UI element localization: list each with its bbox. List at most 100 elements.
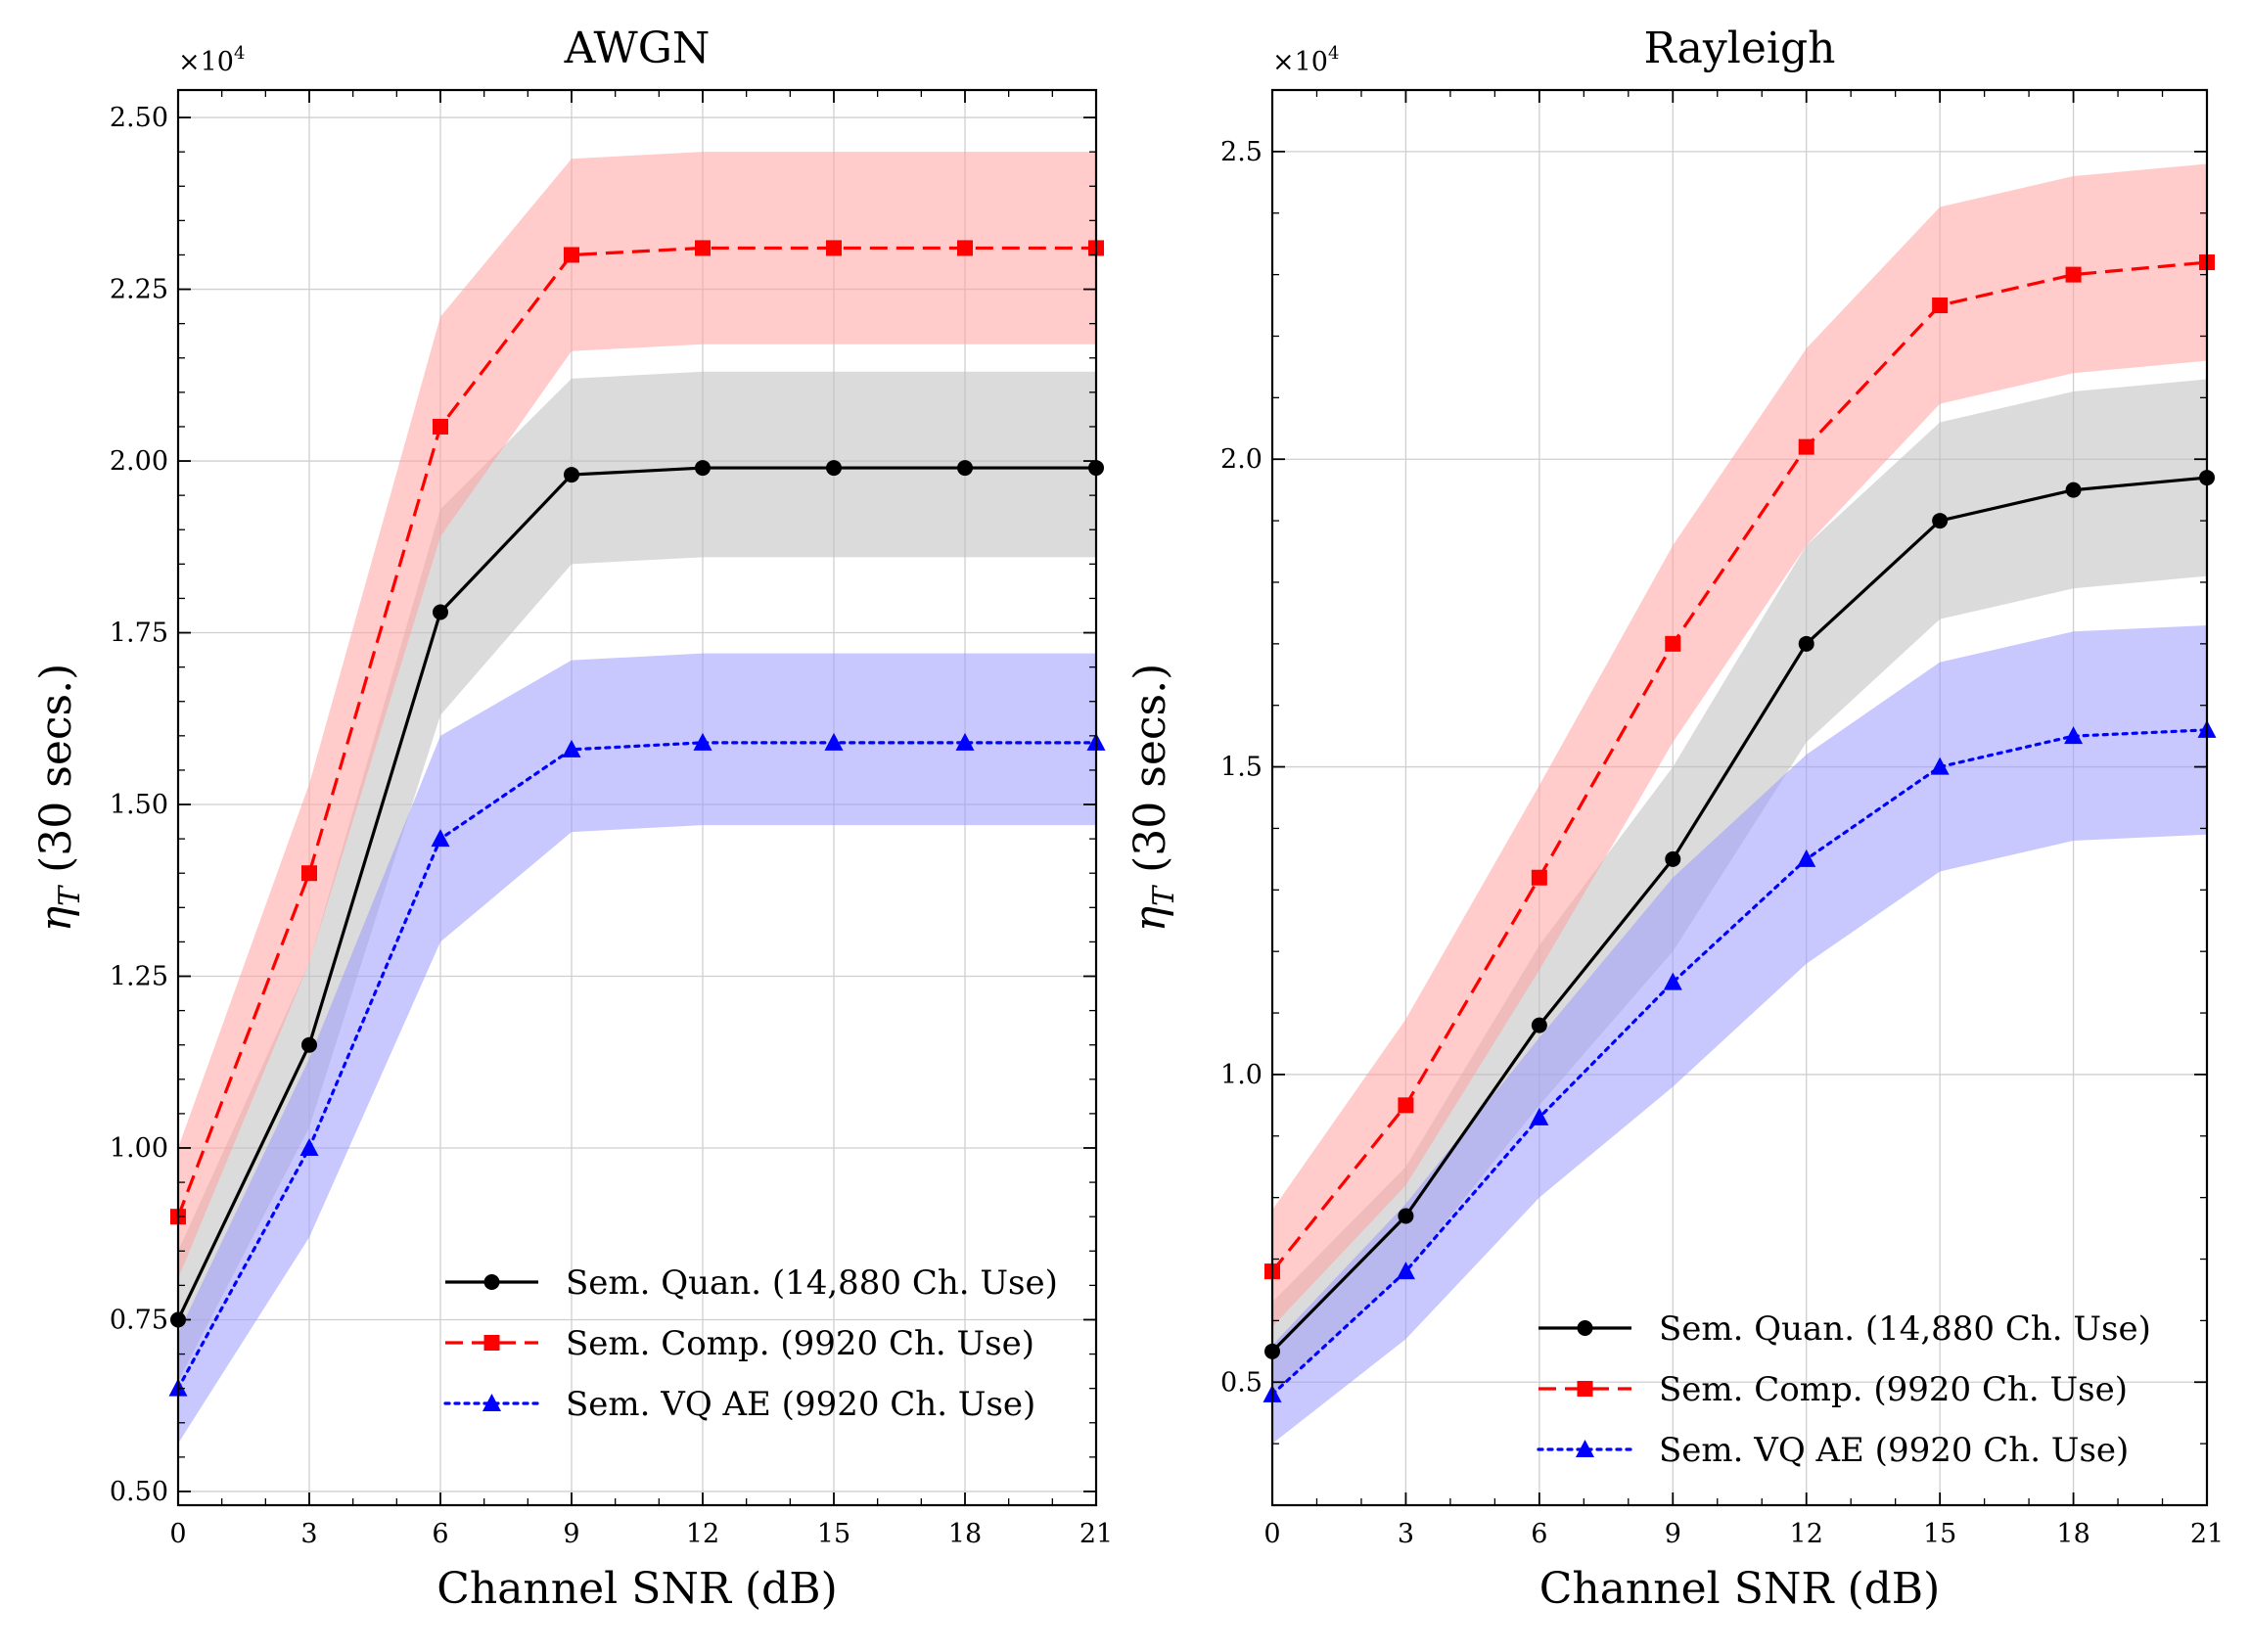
panel0-x-tick-label: 18 — [948, 1519, 982, 1549]
panel0-x-axis-label: Channel SNR (dB) — [436, 1564, 838, 1614]
panel0-y-tick-label: 1.25 — [110, 962, 168, 992]
panel1-y-axis-label: ηT (30 secs.) — [1125, 664, 1181, 933]
panel1-legend-marker-sem-quan — [1577, 1320, 1593, 1336]
panel1-sem-quan-point — [1798, 635, 1814, 652]
panel0-plot-frame — [176, 88, 1098, 1507]
panel1-x-tick-label: 0 — [1263, 1519, 1280, 1549]
panel0-y-tick-label: 2.00 — [110, 446, 168, 477]
panel0-sem-quan-point — [957, 460, 973, 477]
panel1-sem-comp-point — [1531, 869, 1547, 886]
panel0-x-tick-label: 3 — [300, 1519, 317, 1549]
panel1-sem-quan-point — [1531, 1017, 1547, 1033]
panel1-plot-frame — [1270, 88, 2209, 1507]
panel1-sem-quan-point — [1665, 850, 1681, 867]
panel0-y-tick-label: 1.00 — [110, 1133, 168, 1164]
panel0-y-tick-label: 1.50 — [110, 790, 168, 820]
panel1-sem-vq-ae-point — [1930, 757, 1950, 775]
panel1-y-tick-label: 2.5 — [1220, 137, 1263, 167]
panel0-x-tick-label: 12 — [686, 1519, 719, 1549]
panel0-sem-comp-point — [695, 240, 711, 256]
panel0-legend-marker-sem-quan — [483, 1274, 500, 1290]
panel0-sem-quan-line — [176, 466, 1096, 1321]
panel1-sem-comp-point — [1798, 438, 1814, 455]
panel1-y-tick-label: 2.0 — [1220, 444, 1263, 475]
panel1-x-tick-label: 21 — [2190, 1519, 2224, 1549]
panel0-y-multiplier: ×104 — [178, 43, 245, 77]
panel1-sem-quan-point — [2065, 482, 2082, 498]
panel1-sem-comp-point — [1398, 1097, 1414, 1114]
panel1-y-tick-label: 0.5 — [1220, 1367, 1263, 1398]
panel0-sem-vq-ae-point — [562, 739, 581, 757]
panel0-sem-comp-point — [957, 240, 973, 256]
panel0-sem-vq-ae-line — [176, 741, 1098, 1391]
panel0-sem-comp-band — [178, 152, 1096, 1279]
panel1-y-multiplier: ×104 — [1272, 43, 1339, 77]
panel0-sem-vq-ae-point — [299, 1137, 319, 1156]
panel1-y-tick-label: 1.5 — [1220, 753, 1263, 783]
panel1-x-tick-label: 6 — [1531, 1519, 1547, 1549]
panel0-legend-label: Sem. Quan. (14,880 Ch. Use) — [566, 1263, 1058, 1303]
panel1-sem-comp-point — [2065, 266, 2082, 283]
panel1-legend-label: Sem. Quan. (14,880 Ch. Use) — [1659, 1309, 2151, 1349]
panel1-x-tick-label: 3 — [1398, 1519, 1414, 1549]
panel0-sem-vq-ae-band — [178, 653, 1096, 1444]
panel1-sem-quan-line — [1270, 476, 2208, 1353]
panel0-y-tick-label: 1.75 — [110, 619, 168, 649]
panel1-y-axis-unit: (30 secs.) — [1125, 664, 1175, 887]
panel0-y-axis-label: ηT (30 secs.) — [31, 664, 87, 933]
awgn-panel: 0 3 6 9 12 15 18 21 0.50 0.75 1.00 1.25 1.50 1.75 2.00… — [31, 23, 1113, 1614]
panel0-x-tick-label: 15 — [817, 1519, 850, 1549]
panel0-legend-label: Sem. Comp. (9920 Ch. Use) — [566, 1324, 1034, 1363]
panel0-sem-quan-point — [301, 1036, 317, 1053]
rayleigh-panel: 0 3 6 9 12 15 18 21 0.5 1.0 1.5 2.0 2.5 ×104 Rayleigh C… — [1125, 23, 2224, 1614]
panel1-legend: Sem. Quan. (14,880 Ch. Use) Sem. Comp. (9… — [1537, 1309, 2151, 1470]
panel0-x-tick-label: 6 — [432, 1519, 448, 1549]
panel1-sem-vq-ae-band — [1272, 624, 2207, 1445]
panel0-sem-comp-line — [176, 246, 1096, 1217]
panel0-y-multiplier-exponent: 4 — [234, 43, 245, 64]
panel0-y-tick-label: 2.50 — [110, 103, 168, 133]
panel0-x-tick-label: 21 — [1079, 1519, 1113, 1549]
panel0-legend-marker-sem-comp — [483, 1335, 500, 1351]
panel0-legend: Sem. Quan. (14,880 Ch. Use) Sem. Comp. (9… — [443, 1263, 1058, 1424]
panel0-legend-marker-sem-vq-ae — [482, 1394, 501, 1411]
panel1-chart-title: Rayleigh — [1644, 23, 1836, 73]
panel1-sem-comp-point — [1665, 635, 1681, 652]
panel1-y-tick-label: 1.0 — [1220, 1060, 1263, 1090]
panel1-legend-marker-sem-vq-ae — [1576, 1440, 1594, 1457]
panel0-y-tick-label: 0.75 — [110, 1305, 168, 1335]
panel0-y-axis-symbol: η — [31, 906, 81, 932]
panel1-sem-vq-ae-point — [1797, 849, 1816, 867]
panel1-legend-marker-sem-comp — [1577, 1381, 1593, 1397]
panel0-sem-quan-point — [433, 604, 448, 620]
panel1-sem-quan-point — [1398, 1208, 1414, 1224]
panel1-y-axis-symbol: η — [1125, 906, 1175, 932]
panel1-y-axis-subscript: T — [1147, 885, 1181, 906]
panel0-sem-quan-point — [826, 460, 842, 477]
panel1-sem-vq-ae-point — [2064, 726, 2084, 745]
panel0-sem-vq-ae-point — [824, 732, 844, 751]
panel0-y-axis-unit: (30 secs.) — [31, 664, 81, 887]
panel0-sem-quan-point — [695, 460, 711, 477]
panel0-sem-comp-point — [301, 865, 317, 882]
panel0-legend-label: Sem. VQ AE (9920 Ch. Use) — [566, 1385, 1035, 1424]
panel1-legend-label: Sem. VQ AE (9920 Ch. Use) — [1659, 1431, 2129, 1470]
panel1-x-axis-label: Channel SNR (dB) — [1539, 1564, 1941, 1614]
panel1-y-multiplier-exponent: 4 — [1328, 43, 1339, 64]
panel1-sem-vq-ae-point — [1663, 972, 1682, 990]
panel1-sem-vq-ae-line — [1270, 728, 2209, 1397]
panel1-sem-quan-point — [1932, 513, 1949, 529]
panel1-x-tick-label: 15 — [1923, 1519, 1956, 1549]
panel0-sem-quan-point — [564, 467, 579, 483]
panel0-sem-comp-point — [564, 247, 579, 263]
panel1-x-tick-label: 9 — [1665, 1519, 1681, 1549]
panel0-y-axis-subscript: T — [53, 885, 87, 906]
panel0-x-tick-label: 9 — [563, 1519, 579, 1549]
panel0-y-tick-label: 2.25 — [110, 275, 168, 305]
panel1-x-tick-label: 18 — [2056, 1519, 2089, 1549]
panel1-sem-vq-ae-point — [1396, 1262, 1415, 1280]
panel1-x-tick-label: 12 — [1790, 1519, 1823, 1549]
panel0-y-tick-label: 0.50 — [110, 1477, 168, 1507]
panel0-sem-vq-ae-point — [955, 732, 975, 751]
panel1-sem-comp-point — [1932, 298, 1949, 314]
